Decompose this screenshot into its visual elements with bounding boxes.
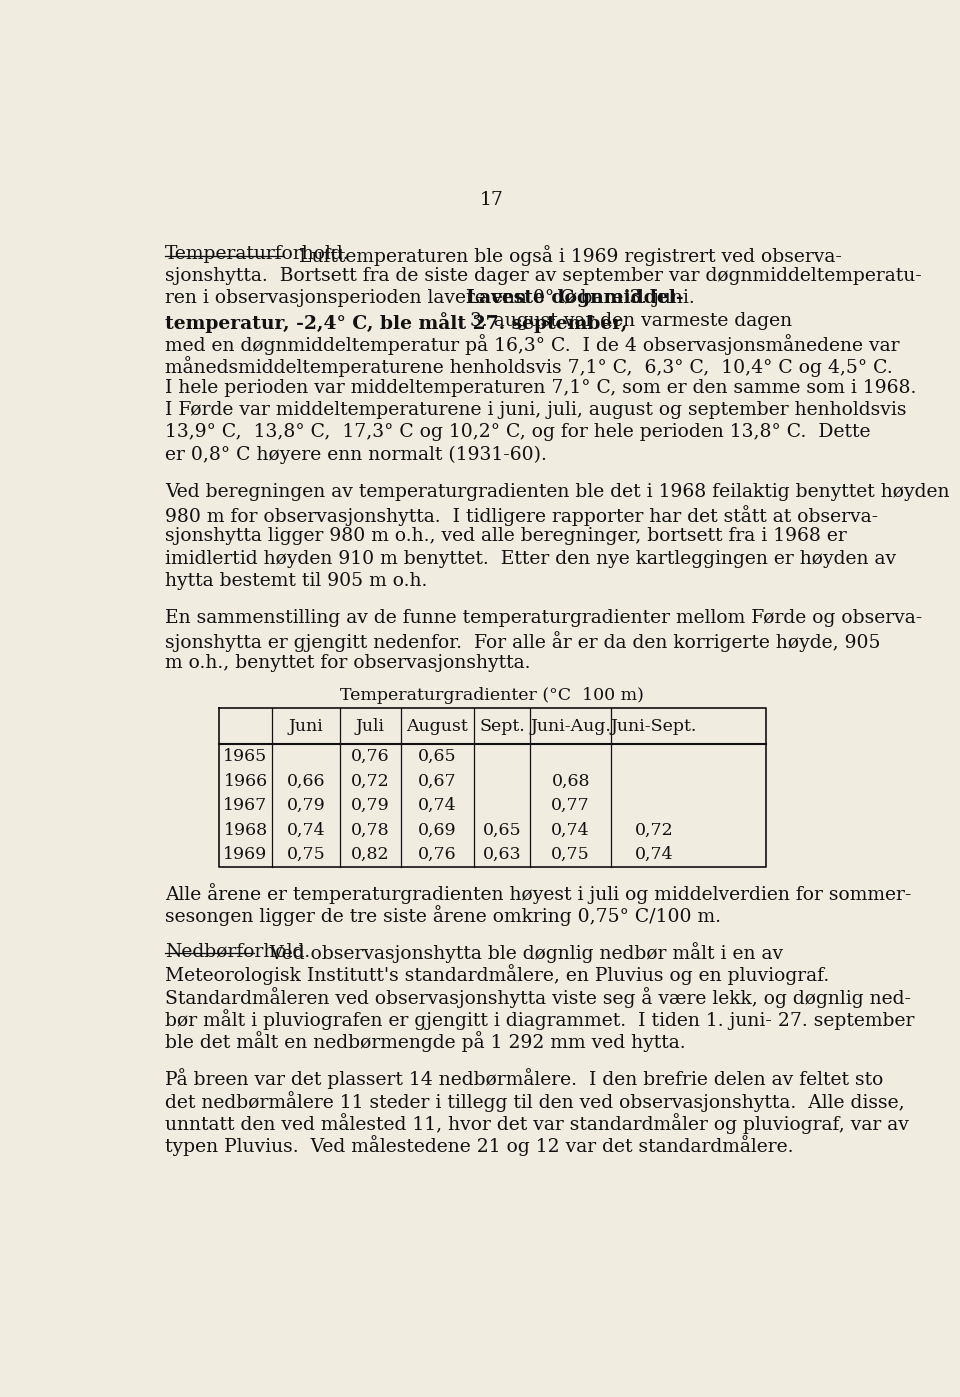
Text: August: August bbox=[406, 718, 468, 735]
Text: 980 m for observasjonshytta.  I tidligere rapporter har det stått at observa-: 980 m for observasjonshytta. I tidligere… bbox=[165, 504, 878, 525]
Text: 0,74: 0,74 bbox=[635, 847, 673, 863]
Text: 0,74: 0,74 bbox=[287, 821, 325, 838]
Text: I Førde var middeltemperaturene i juni, juli, august og september henholdsvis: I Førde var middeltemperaturene i juni, … bbox=[165, 401, 906, 419]
Text: Juni-Sept.: Juni-Sept. bbox=[611, 718, 697, 735]
Text: med en døgnmiddeltemperatur på 16,3° C.  I de 4 observasjonsmånedene var: med en døgnmiddeltemperatur på 16,3° C. … bbox=[165, 334, 900, 355]
Text: 1968: 1968 bbox=[224, 821, 268, 838]
Text: 0,65: 0,65 bbox=[483, 821, 521, 838]
Text: Laveste døgnmiddel-: Laveste døgnmiddel- bbox=[466, 289, 684, 307]
Text: Sept.: Sept. bbox=[479, 718, 525, 735]
Text: månedsmiddeltemperaturene henholdsvis 7,1° C,  6,3° C,  10,4° C og 4,5° C.: månedsmiddeltemperaturene henholdsvis 7,… bbox=[165, 356, 893, 377]
Text: sjonshytta ligger 980 m o.h., ved alle beregninger, bortsett fra i 1968 er: sjonshytta ligger 980 m o.h., ved alle b… bbox=[165, 527, 847, 545]
Text: 0,77: 0,77 bbox=[551, 798, 590, 814]
Text: Juni: Juni bbox=[289, 718, 324, 735]
Text: sjonshytta er gjengitt nedenfor.  For alle år er da den korrigerte høyde, 905: sjonshytta er gjengitt nedenfor. For all… bbox=[165, 631, 880, 652]
Text: 0,82: 0,82 bbox=[351, 847, 390, 863]
Text: sjonshytta.  Bortsett fra de siste dager av september var døgnmiddeltemperatu-: sjonshytta. Bortsett fra de siste dager … bbox=[165, 267, 922, 285]
Text: 0,69: 0,69 bbox=[418, 821, 457, 838]
Text: En sammenstilling av de funne temperaturgradienter mellom Førde og observa-: En sammenstilling av de funne temperatur… bbox=[165, 609, 923, 627]
Text: 0,76: 0,76 bbox=[418, 847, 457, 863]
Text: ren i observasjonsperioden lavere enn 0° C bare 3. juni.: ren i observasjonsperioden lavere enn 0°… bbox=[165, 289, 707, 307]
Text: 1967: 1967 bbox=[224, 798, 268, 814]
Text: 17: 17 bbox=[480, 191, 504, 208]
Text: typen Pluvius.  Ved målestedene 21 og 12 var det standardmålere.: typen Pluvius. Ved målestedene 21 og 12 … bbox=[165, 1136, 794, 1157]
Text: unntatt den ved målested 11, hvor det var standardmåler og pluviograf, var av: unntatt den ved målested 11, hvor det va… bbox=[165, 1113, 909, 1134]
Text: Juli: Juli bbox=[356, 718, 385, 735]
Text: 0,75: 0,75 bbox=[551, 847, 590, 863]
Text: 0,74: 0,74 bbox=[418, 798, 457, 814]
Text: 0,67: 0,67 bbox=[418, 773, 457, 789]
Text: 1966: 1966 bbox=[224, 773, 268, 789]
Text: 0,68: 0,68 bbox=[551, 773, 589, 789]
Text: 0,76: 0,76 bbox=[351, 747, 390, 766]
Text: 0,79: 0,79 bbox=[287, 798, 325, 814]
Text: det nedbørmålere 11 steder i tillegg til den ved observasjonshytta.  Alle disse,: det nedbørmålere 11 steder i tillegg til… bbox=[165, 1091, 904, 1112]
Text: sesongen ligger de tre siste årene omkring 0,75° C/100 m.: sesongen ligger de tre siste årene omkri… bbox=[165, 905, 721, 926]
Text: Alle årene er temperaturgradienten høyest i juli og middelverdien for sommer-: Alle årene er temperaturgradienten høyes… bbox=[165, 883, 911, 904]
Text: ble det målt en nedbørmengde på 1 292 mm ved hytta.: ble det målt en nedbørmengde på 1 292 mm… bbox=[165, 1031, 685, 1052]
Text: 0,65: 0,65 bbox=[418, 747, 457, 766]
Text: Ved beregningen av temperaturgradienten ble det i 1968 feilaktig benyttet høyden: Ved beregningen av temperaturgradienten … bbox=[165, 482, 949, 500]
Text: På breen var det plassert 14 nedbørmålere.  I den brefrie delen av feltet sto: På breen var det plassert 14 nedbørmåler… bbox=[165, 1069, 883, 1090]
Text: Meteorologisk Institutt's standardmålere, en Pluvius og en pluviograf.: Meteorologisk Institutt's standardmålere… bbox=[165, 964, 829, 985]
Text: Temperaturforhold.: Temperaturforhold. bbox=[165, 244, 349, 263]
Text: er 0,8° C høyere enn normalt (1931-60).: er 0,8° C høyere enn normalt (1931-60). bbox=[165, 446, 547, 464]
Text: 0,74: 0,74 bbox=[551, 821, 590, 838]
Text: I hele perioden var middeltemperaturen 7,1° C, som er den samme som i 1968.: I hele perioden var middeltemperaturen 7… bbox=[165, 379, 917, 397]
Text: 0,63: 0,63 bbox=[483, 847, 521, 863]
Text: Nedbørforhold.: Nedbørforhold. bbox=[165, 942, 310, 960]
Text: 0,72: 0,72 bbox=[635, 821, 673, 838]
Text: Standardmåleren ved observasjonshytta viste seg å være lekk, og døgnlig ned-: Standardmåleren ved observasjonshytta vi… bbox=[165, 986, 911, 1007]
Text: m o.h., benyttet for observasjonshytta.: m o.h., benyttet for observasjonshytta. bbox=[165, 654, 531, 672]
Text: temperatur, -2,4° C, ble målt 27. september,: temperatur, -2,4° C, ble målt 27. septem… bbox=[165, 312, 627, 332]
Text: bør målt i pluviografen er gjengitt i diagrammet.  I tiden 1. juni- 27. septembe: bør målt i pluviografen er gjengitt i di… bbox=[165, 1009, 914, 1030]
Text: 1969: 1969 bbox=[224, 847, 268, 863]
Text: 0,78: 0,78 bbox=[351, 821, 390, 838]
Text: 13,9° C,  13,8° C,  17,3° C og 10,2° C, og for hele perioden 13,8° C.  Dette: 13,9° C, 13,8° C, 17,3° C og 10,2° C, og… bbox=[165, 423, 871, 441]
Text: Ved observasjonshytta ble døgnlig nedbør målt i en av: Ved observasjonshytta ble døgnlig nedbør… bbox=[258, 942, 783, 963]
Text: hytta bestemt til 905 m o.h.: hytta bestemt til 905 m o.h. bbox=[165, 571, 427, 590]
Text: 0,72: 0,72 bbox=[351, 773, 390, 789]
Text: Juni-Aug.: Juni-Aug. bbox=[530, 718, 612, 735]
Text: Lufttemperaturen ble også i 1969 registrert ved observa-: Lufttemperaturen ble også i 1969 registr… bbox=[287, 244, 842, 265]
Text: 0,66: 0,66 bbox=[287, 773, 325, 789]
Text: 0,79: 0,79 bbox=[351, 798, 390, 814]
Text: 1965: 1965 bbox=[224, 747, 268, 766]
Text: 3. august var den varmeste dagen: 3. august var den varmeste dagen bbox=[458, 312, 792, 330]
Text: Temperaturgradienter (°C  100 m): Temperaturgradienter (°C 100 m) bbox=[340, 687, 644, 704]
Text: 0,75: 0,75 bbox=[287, 847, 325, 863]
Text: imidlertid høyden 910 m benyttet.  Etter den nye kartleggingen er høyden av: imidlertid høyden 910 m benyttet. Etter … bbox=[165, 549, 896, 567]
